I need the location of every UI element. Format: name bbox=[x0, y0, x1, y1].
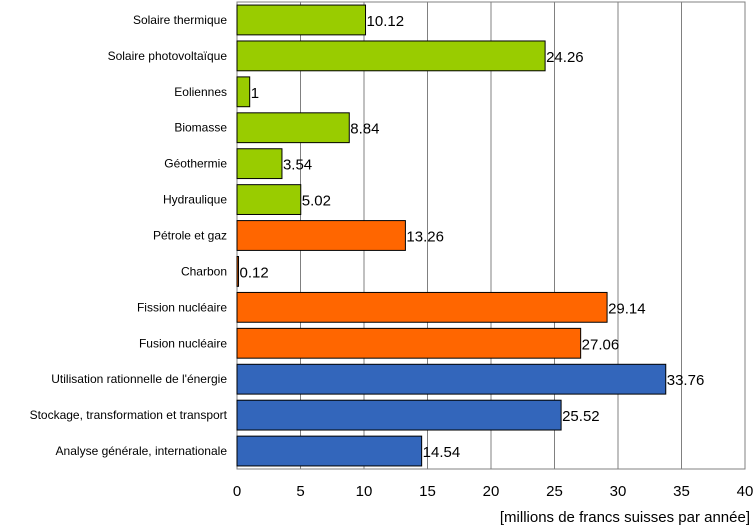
category-label: Géothermie bbox=[164, 157, 227, 171]
category-label: Pétrole et gaz bbox=[153, 229, 227, 243]
bar bbox=[236, 363, 667, 395]
category-label: Utilisation rationnelle de l'énergie bbox=[51, 372, 227, 386]
data-label: 29.14 bbox=[608, 300, 646, 317]
x-tick-label: 35 bbox=[673, 483, 690, 500]
category-label: Fusion nucléaire bbox=[139, 336, 227, 350]
bar bbox=[236, 148, 283, 180]
category-label: Eoliennes bbox=[174, 85, 227, 99]
x-tick-label: 20 bbox=[483, 483, 500, 500]
category-label: Charbon bbox=[181, 264, 227, 278]
x-tick-labels: 0 5 10 15 20 25 30 35 40 bbox=[233, 483, 753, 500]
x-axis-title: [millions de francs suisses par année] bbox=[500, 509, 750, 526]
category-label: Solaire thermique bbox=[133, 13, 227, 27]
data-label: 25.52 bbox=[562, 408, 600, 425]
data-label: 0.12 bbox=[240, 264, 269, 281]
data-label: 33.76 bbox=[667, 372, 705, 389]
category-label: Stockage, transformation et transport bbox=[30, 408, 228, 422]
x-tick-label: 10 bbox=[356, 483, 373, 500]
category-label: Hydraulique bbox=[163, 193, 227, 207]
data-label: 5.02 bbox=[302, 193, 331, 210]
x-tick-label: 0 bbox=[233, 483, 241, 500]
bar bbox=[236, 256, 240, 287]
data-label: 10.12 bbox=[367, 13, 405, 30]
data-label: 24.26 bbox=[546, 49, 584, 66]
gridlines bbox=[300, 2, 682, 469]
bar bbox=[236, 220, 406, 251]
bar bbox=[236, 4, 367, 36]
bars bbox=[236, 4, 667, 467]
data-label: 13.26 bbox=[406, 229, 444, 246]
data-label: 27.06 bbox=[582, 336, 620, 353]
data-label: 14.54 bbox=[423, 444, 461, 461]
x-tick-label: 40 bbox=[737, 483, 753, 500]
x-tick-label: 15 bbox=[419, 483, 436, 500]
bar bbox=[236, 435, 423, 467]
category-labels: Solaire thermique Solaire photovoltaïque E… bbox=[30, 13, 228, 458]
bar bbox=[236, 76, 251, 108]
data-label: 1 bbox=[251, 85, 259, 102]
x-tick-label: 30 bbox=[610, 483, 627, 500]
bar bbox=[236, 112, 350, 144]
bar bbox=[236, 327, 582, 359]
category-label: Fission nucléaire bbox=[137, 300, 227, 314]
bar bbox=[236, 291, 608, 323]
data-label: 8.84 bbox=[350, 121, 379, 138]
category-label: Biomasse bbox=[174, 121, 227, 135]
data-label: 3.54 bbox=[283, 157, 312, 174]
category-label: Analyse générale, internationale bbox=[56, 444, 228, 458]
bar bbox=[236, 184, 302, 215]
x-tick-label: 5 bbox=[296, 483, 304, 500]
x-tick-label: 25 bbox=[546, 483, 563, 500]
bar bbox=[236, 399, 562, 431]
category-label: Solaire photovoltaïque bbox=[108, 49, 228, 63]
data-labels: 10.12 24.26 1 8.84 3.54 5.02 13.26 0.12 29.14 27.… bbox=[240, 13, 705, 461]
bar bbox=[236, 40, 546, 72]
